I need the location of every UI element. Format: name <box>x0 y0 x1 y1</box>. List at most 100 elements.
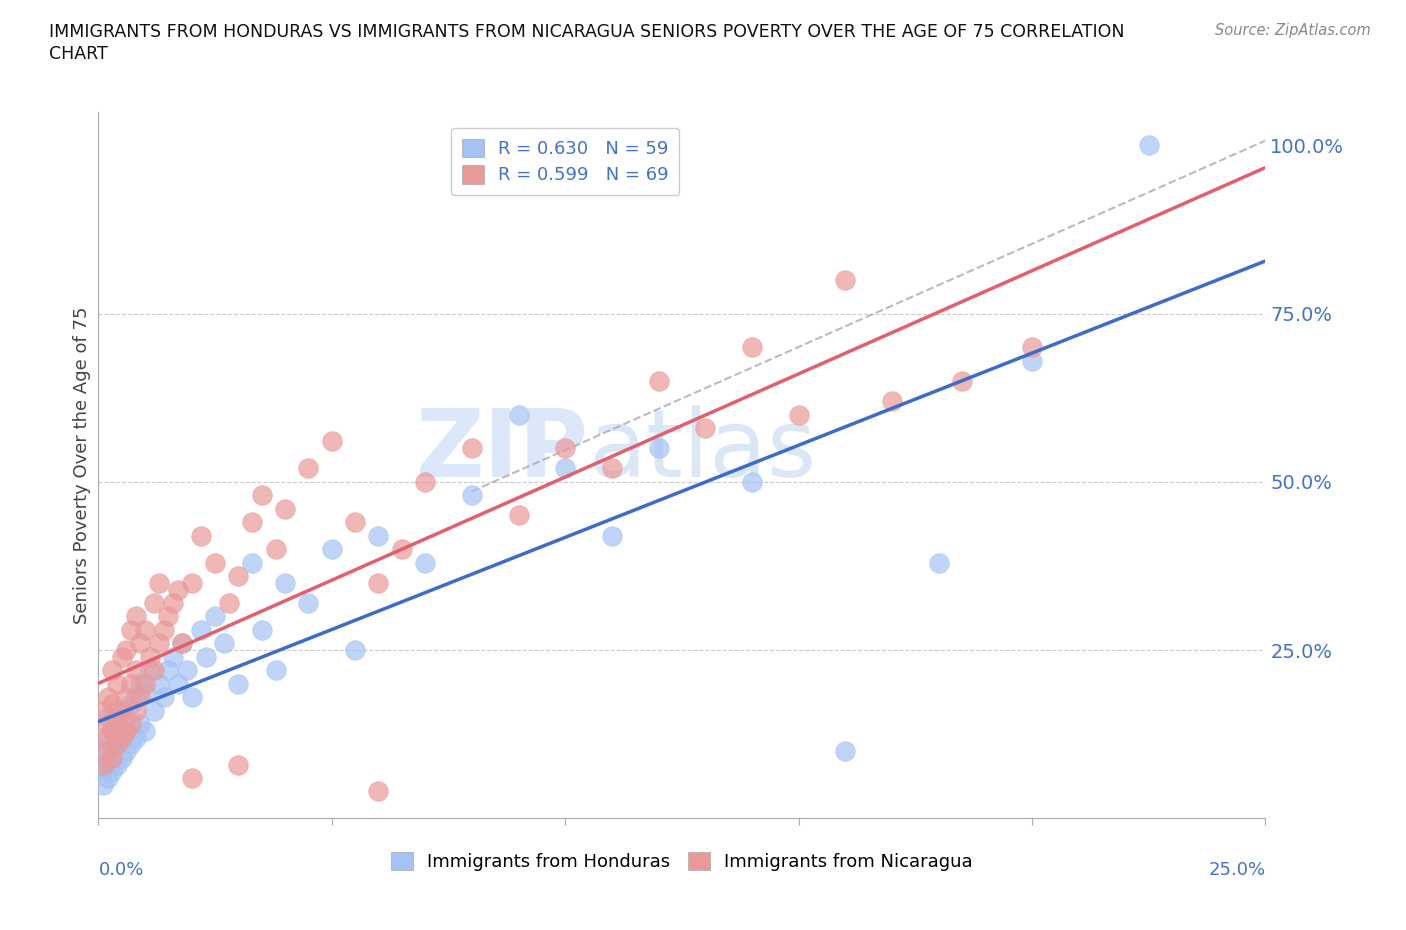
Point <box>413 555 436 570</box>
Point <box>228 757 250 772</box>
Point <box>101 717 124 732</box>
Point <box>129 636 152 651</box>
Point <box>120 717 142 732</box>
Point <box>297 461 319 476</box>
Point <box>741 339 763 354</box>
Point <box>152 622 174 637</box>
Point <box>148 636 170 651</box>
Point <box>111 703 134 718</box>
Point <box>148 676 170 691</box>
Point <box>97 757 120 772</box>
Text: ZIP: ZIP <box>416 405 589 497</box>
Text: Source: ZipAtlas.com: Source: ZipAtlas.com <box>1215 23 1371 38</box>
Point <box>105 703 128 718</box>
Point <box>101 764 124 778</box>
Point <box>115 724 138 738</box>
Point <box>242 555 264 570</box>
Point <box>250 488 273 503</box>
Point <box>105 710 128 724</box>
Point <box>115 643 138 658</box>
Point <box>461 488 484 503</box>
Point <box>157 663 180 678</box>
Point <box>143 663 166 678</box>
Text: IMMIGRANTS FROM HONDURAS VS IMMIGRANTS FROM NICARAGUA SENIORS POVERTY OVER THE A: IMMIGRANTS FROM HONDURAS VS IMMIGRANTS F… <box>49 23 1125 41</box>
Point <box>787 407 810 422</box>
Point <box>554 461 576 476</box>
Point <box>91 730 114 745</box>
Point <box>647 374 669 389</box>
Point <box>180 576 202 591</box>
Point <box>162 649 184 664</box>
Point <box>125 703 148 718</box>
Point <box>950 374 973 389</box>
Point <box>143 703 166 718</box>
Point <box>172 636 194 651</box>
Point <box>91 764 114 778</box>
Point <box>834 744 856 759</box>
Point <box>274 501 297 516</box>
Point <box>120 737 142 751</box>
Point <box>1021 339 1043 354</box>
Text: CHART: CHART <box>49 45 108 62</box>
Point <box>91 757 114 772</box>
Point <box>134 676 156 691</box>
Text: 25.0%: 25.0% <box>1208 861 1265 879</box>
Point <box>508 508 530 523</box>
Point <box>97 771 120 786</box>
Point <box>391 541 413 556</box>
Point <box>180 690 202 705</box>
Point <box>105 730 128 745</box>
Point <box>600 461 623 476</box>
Point <box>647 441 669 456</box>
Text: 0.0%: 0.0% <box>98 861 143 879</box>
Point <box>162 595 184 610</box>
Point <box>695 420 717 435</box>
Legend: Immigrants from Honduras, Immigrants from Nicaragua: Immigrants from Honduras, Immigrants fro… <box>382 843 981 880</box>
Point <box>190 528 212 543</box>
Point <box>461 441 484 456</box>
Point <box>129 676 152 691</box>
Point <box>115 744 138 759</box>
Point <box>172 636 194 651</box>
Point <box>105 757 128 772</box>
Point <box>344 515 367 530</box>
Point <box>152 690 174 705</box>
Point <box>834 272 856 287</box>
Point <box>111 730 134 745</box>
Point <box>120 676 142 691</box>
Point <box>105 676 128 691</box>
Point <box>139 649 162 664</box>
Point <box>218 595 240 610</box>
Point <box>97 710 120 724</box>
Point <box>91 777 114 792</box>
Point <box>180 771 202 786</box>
Point <box>148 576 170 591</box>
Point <box>129 690 152 705</box>
Point <box>101 663 124 678</box>
Point <box>1021 353 1043 368</box>
Point <box>194 649 217 664</box>
Point <box>111 724 134 738</box>
Point <box>228 568 250 583</box>
Point <box>97 690 120 705</box>
Point <box>101 751 124 765</box>
Point <box>600 528 623 543</box>
Point <box>344 643 367 658</box>
Point <box>413 474 436 489</box>
Point <box>101 724 124 738</box>
Point <box>741 474 763 489</box>
Point <box>367 576 389 591</box>
Point <box>166 676 188 691</box>
Point <box>91 744 114 759</box>
Point <box>125 609 148 624</box>
Point <box>125 690 148 705</box>
Point <box>264 541 287 556</box>
Point <box>101 697 124 711</box>
Point <box>125 663 148 678</box>
Point <box>367 784 389 799</box>
Point <box>1137 138 1160 153</box>
Point <box>134 683 156 698</box>
Point <box>105 737 128 751</box>
Point <box>129 717 152 732</box>
Point <box>115 690 138 705</box>
